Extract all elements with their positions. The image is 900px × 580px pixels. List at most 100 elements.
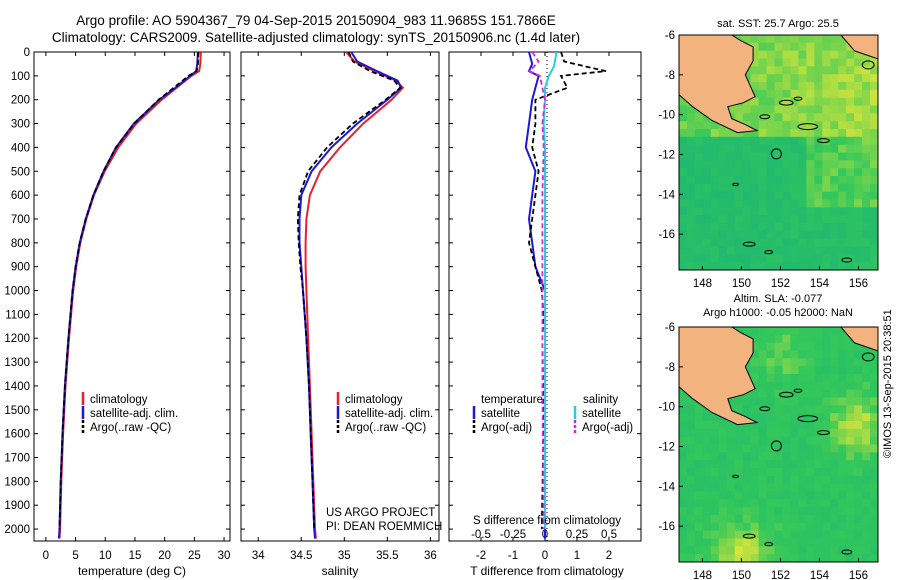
legend-sal-argo-label: Argo(-adj)	[582, 422, 633, 434]
field-cell	[782, 129, 792, 138]
field-cell	[838, 381, 847, 391]
field-cell	[806, 238, 815, 248]
field-cell	[782, 105, 792, 114]
field-cell	[814, 389, 823, 399]
field-cell	[782, 183, 792, 193]
field-cell	[798, 350, 807, 359]
field-cell	[758, 121, 768, 130]
reef-island	[841, 257, 853, 263]
field-cell	[806, 522, 815, 532]
field-cell	[862, 136, 871, 146]
field-cell	[862, 515, 871, 524]
series-line-argo-raw-qc-	[58, 52, 200, 530]
field-cell	[726, 176, 736, 185]
field-cell	[838, 223, 847, 232]
field-cell	[758, 491, 768, 500]
field-cell	[814, 168, 823, 177]
field-cell	[687, 129, 696, 138]
field-cell	[766, 230, 776, 240]
field-cell	[798, 35, 807, 44]
field-cell	[870, 223, 878, 232]
field-cell	[694, 254, 704, 263]
field-cell	[870, 238, 878, 248]
field-cell	[679, 136, 688, 146]
field-cell	[782, 342, 792, 352]
field-cell	[758, 113, 768, 122]
field-cell	[750, 215, 760, 224]
field-cell	[734, 113, 744, 122]
field-cell	[830, 554, 839, 562]
field-cell	[710, 436, 720, 446]
field-cell	[806, 121, 815, 130]
field-cell	[774, 89, 784, 99]
field-cell	[854, 238, 863, 248]
field-cell	[726, 230, 736, 240]
field-cell	[774, 66, 784, 75]
field-cell	[862, 421, 871, 430]
field-cell	[687, 483, 696, 493]
field-cell	[687, 230, 696, 240]
field-cell	[726, 436, 736, 446]
y-tick-label: 1700	[4, 453, 30, 465]
field-cell	[734, 491, 744, 500]
field-cell	[758, 238, 768, 248]
field-cell	[846, 397, 855, 406]
field-cell	[822, 199, 831, 208]
y-tick-label: 700	[11, 214, 30, 226]
field-cell	[782, 191, 792, 201]
field-cell	[798, 546, 807, 555]
field-cell	[687, 113, 696, 122]
field-cell	[774, 350, 784, 359]
field-cell	[758, 129, 768, 138]
reef-island	[793, 96, 803, 101]
field-cell	[830, 358, 839, 367]
field-cell	[734, 199, 744, 208]
field-cell	[742, 152, 752, 161]
field-cell	[782, 460, 792, 469]
field-cell	[758, 342, 768, 352]
field-cell	[766, 191, 776, 201]
field-cell	[838, 413, 847, 422]
series-line-argo-raw-qc-	[296, 52, 402, 530]
field-cell	[790, 554, 799, 562]
field-cell	[694, 238, 704, 248]
field-cell	[782, 113, 792, 122]
field-cell	[718, 436, 728, 446]
field-cell	[814, 113, 823, 122]
field-cell	[766, 515, 776, 524]
field-cell	[750, 413, 760, 422]
field-cell	[694, 421, 704, 430]
field-cell	[870, 207, 878, 216]
x-tick-label: 20	[158, 550, 171, 562]
field-cell	[870, 374, 878, 383]
field-cell	[782, 515, 792, 524]
field-cell	[679, 230, 688, 240]
field-cell	[814, 327, 823, 336]
field-cell	[782, 199, 792, 208]
field-cell	[822, 507, 831, 516]
new-guinea-landmass	[679, 35, 759, 134]
field-cell	[702, 460, 712, 469]
bougainville-landmass	[840, 35, 878, 60]
field-cell	[694, 223, 704, 232]
map-y-tick-label: -12	[658, 441, 675, 453]
field-cell	[742, 452, 752, 461]
field-cell	[798, 238, 807, 248]
x2-tick-label: -0.5	[471, 529, 491, 541]
field-cell	[758, 183, 768, 193]
field-cell	[822, 254, 831, 263]
field-cell	[718, 191, 728, 201]
field-cell	[838, 428, 847, 438]
field-cell	[830, 374, 839, 383]
field-cell	[806, 199, 815, 208]
field-cell	[822, 183, 831, 193]
field-cell	[806, 475, 815, 485]
field-cell	[774, 444, 784, 453]
field-cell	[694, 468, 704, 477]
field-cell	[774, 342, 784, 352]
field-cell	[790, 374, 799, 383]
field-cell	[679, 105, 688, 114]
field-cell	[679, 538, 688, 547]
field-cell	[774, 413, 784, 422]
field-cell	[830, 515, 839, 524]
